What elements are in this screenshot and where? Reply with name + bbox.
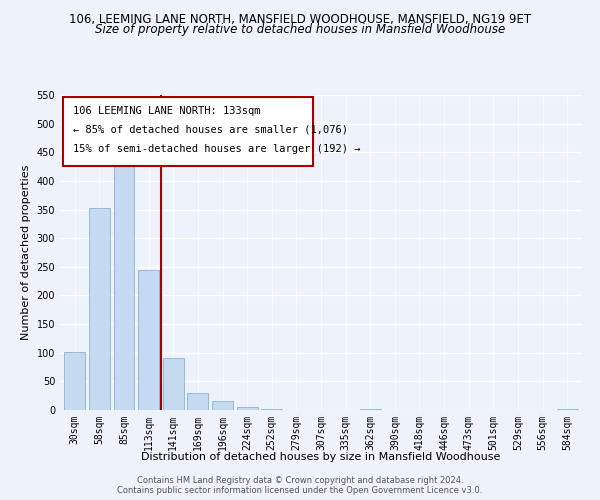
Text: ← 85% of detached houses are smaller (1,076): ← 85% of detached houses are smaller (1,… xyxy=(73,125,348,135)
Text: Contains public sector information licensed under the Open Government Licence v3: Contains public sector information licen… xyxy=(118,486,482,495)
Bar xyxy=(557,409,578,410)
Y-axis label: Number of detached properties: Number of detached properties xyxy=(21,165,31,340)
Bar xyxy=(212,402,233,410)
Bar xyxy=(360,409,381,410)
Text: 106, LEEMING LANE NORTH, MANSFIELD WOODHOUSE, MANSFIELD, NG19 9ET: 106, LEEMING LANE NORTH, MANSFIELD WOODH… xyxy=(69,12,531,26)
Bar xyxy=(138,270,159,410)
Text: 15% of semi-detached houses are larger (192) →: 15% of semi-detached houses are larger (… xyxy=(73,144,361,154)
FancyBboxPatch shape xyxy=(62,96,313,166)
Text: Contains HM Land Registry data © Crown copyright and database right 2024.: Contains HM Land Registry data © Crown c… xyxy=(137,476,463,485)
Text: Distribution of detached houses by size in Mansfield Woodhouse: Distribution of detached houses by size … xyxy=(142,452,500,462)
Bar xyxy=(64,352,85,410)
Bar xyxy=(236,406,257,410)
Bar xyxy=(113,161,134,410)
Bar xyxy=(261,409,282,410)
Bar xyxy=(163,358,184,410)
Bar xyxy=(187,393,208,410)
Bar xyxy=(89,208,110,410)
Text: Size of property relative to detached houses in Mansfield Woodhouse: Size of property relative to detached ho… xyxy=(95,22,505,36)
Text: 106 LEEMING LANE NORTH: 133sqm: 106 LEEMING LANE NORTH: 133sqm xyxy=(73,106,260,116)
